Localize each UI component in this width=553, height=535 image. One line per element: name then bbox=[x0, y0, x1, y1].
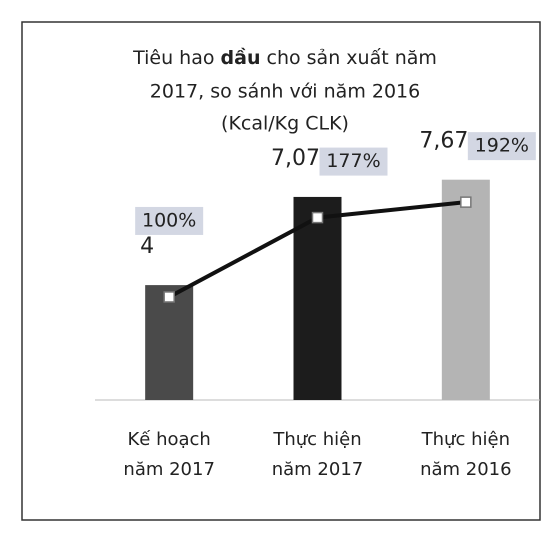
line-marker bbox=[460, 196, 472, 208]
bar bbox=[441, 179, 490, 400]
line-value-label: 100% bbox=[142, 209, 196, 231]
line-value-label: 177% bbox=[326, 150, 380, 172]
value-label-box bbox=[135, 206, 204, 235]
x-tick-label: Kế hoạch bbox=[127, 429, 210, 450]
x-tick-label: năm 2016 bbox=[420, 459, 512, 480]
x-tick-label: năm 2017 bbox=[123, 459, 215, 480]
bar-value-label: 7,07 bbox=[271, 146, 320, 171]
bar bbox=[145, 285, 194, 400]
x-tick-label: Thực hiện bbox=[421, 429, 510, 450]
value-label-box bbox=[319, 147, 388, 176]
x-tick-label: năm 2017 bbox=[272, 459, 364, 480]
chart-title: (Kcal/Kg CLK) bbox=[221, 113, 349, 135]
bar-value-label: 4 bbox=[140, 234, 154, 259]
bar bbox=[293, 196, 342, 400]
chart-title: 2017, so sánh với năm 2016 bbox=[150, 81, 420, 103]
line-marker bbox=[163, 291, 175, 303]
bar-value-label: 7,67 bbox=[419, 129, 468, 154]
value-label-box bbox=[467, 132, 536, 161]
chart-title: Tiêu hao dầu cho sản xuất năm bbox=[132, 46, 437, 69]
line-value-label: 192% bbox=[475, 135, 529, 157]
line-marker bbox=[311, 211, 324, 224]
x-tick-label: Thực hiện bbox=[272, 429, 361, 450]
